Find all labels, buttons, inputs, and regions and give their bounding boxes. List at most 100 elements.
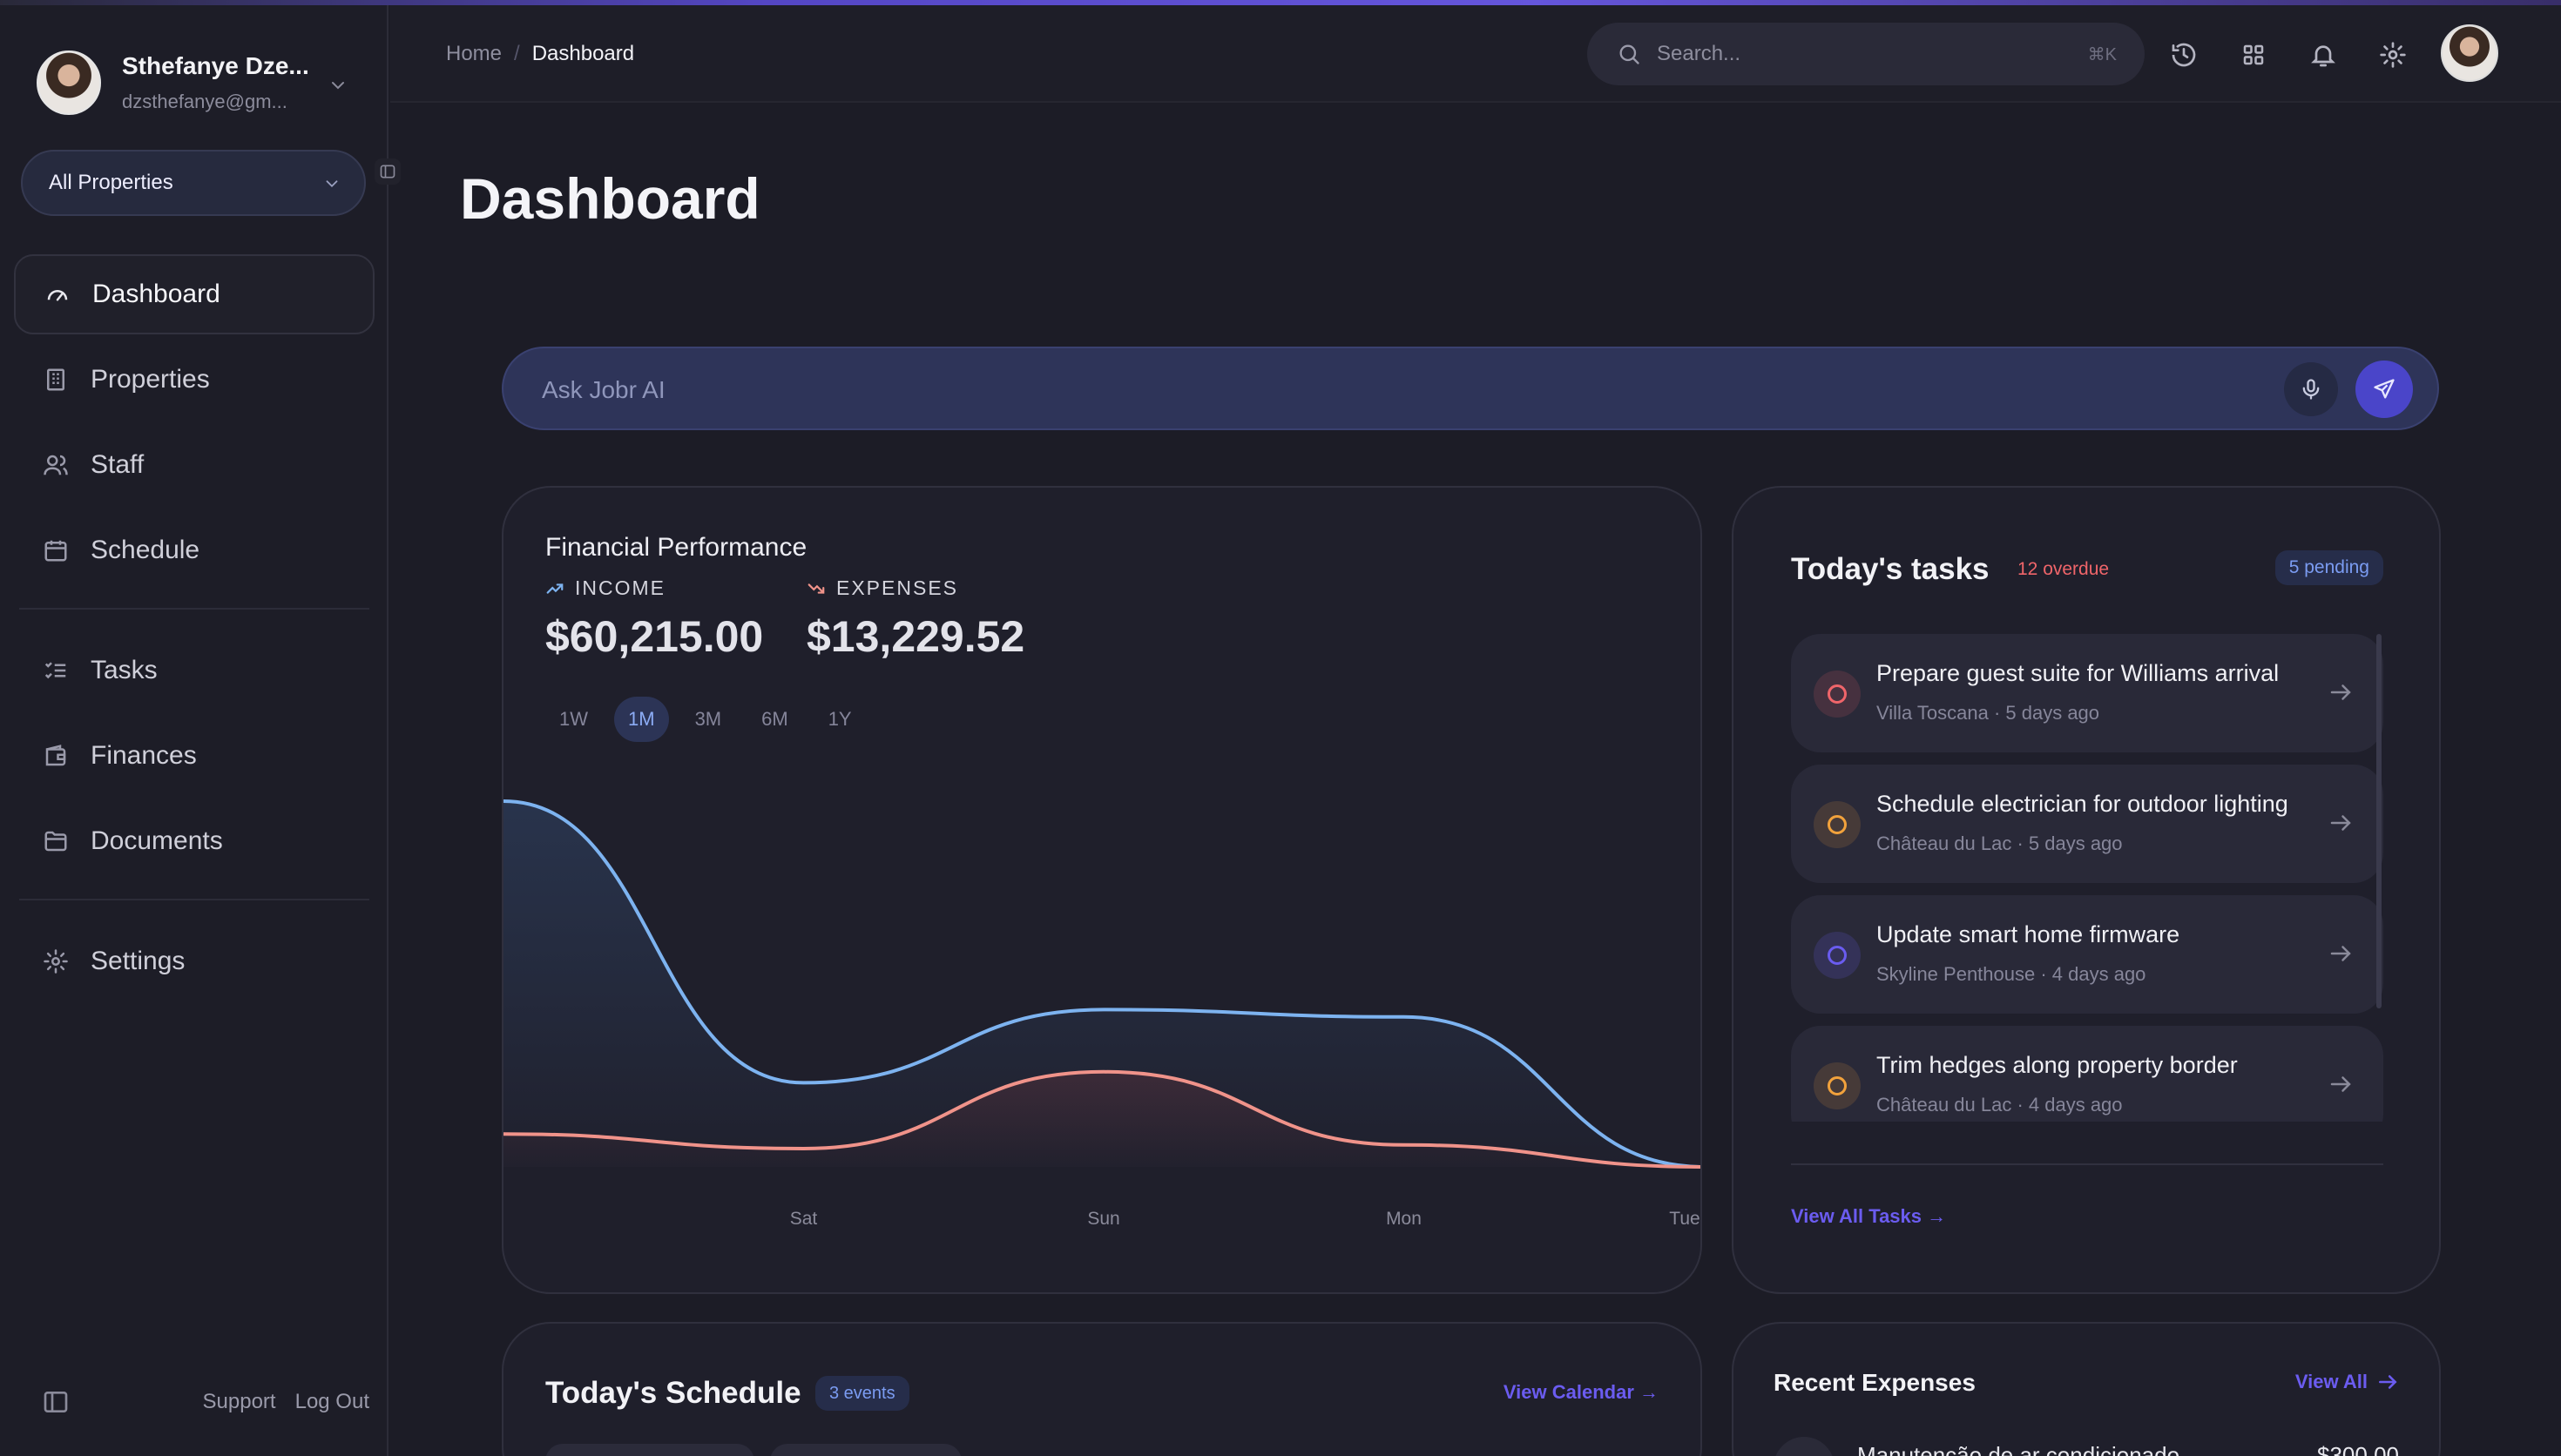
history-icon[interactable] (2167, 38, 2200, 71)
sidebar-item-settings[interactable]: Settings (14, 921, 375, 1001)
task-meta: Château du Lac · 5 days ago (1876, 832, 2123, 854)
nav-divider (19, 899, 369, 900)
series-line-income (503, 799, 1700, 1169)
sidebar-item-documents[interactable]: Documents (14, 801, 375, 881)
view-all-label: View All (2294, 1371, 2368, 1392)
panel-left-icon (380, 165, 395, 179)
series-area-expenses (503, 1071, 1700, 1167)
view-all-tasks-link[interactable]: View All Tasks → (1791, 1205, 1947, 1227)
sidebar-item-finances[interactable]: Finances (14, 716, 375, 796)
range-1w[interactable]: 1W (559, 708, 588, 730)
task-meta: Skyline Penthouse · 4 days ago (1876, 963, 2146, 985)
sidebar-footer: Support Log Out (42, 1388, 369, 1416)
task-item[interactable]: Trim hedges along property border Châtea… (1791, 1026, 2383, 1122)
card-title: Financial Performance (545, 533, 807, 562)
arrow-right-icon[interactable] (2328, 810, 2354, 836)
send-button[interactable] (2355, 361, 2413, 418)
expenses-value: $13,229.52 (807, 612, 1025, 661)
trending-down-icon (807, 583, 825, 594)
top-accent-line (0, 0, 2561, 5)
sidebar-item-dashboard[interactable]: Dashboard (14, 254, 375, 334)
range-3m[interactable]: 3M (694, 708, 722, 730)
range-1m[interactable]: 1M (614, 697, 669, 742)
task-item[interactable]: Update smart home firmware Skyline Penth… (1791, 895, 2383, 1014)
task-list-scrollbar[interactable] (2376, 634, 2382, 1008)
income-value: $60,215.00 (545, 612, 764, 661)
overdue-badge: 12 overdue (2017, 559, 2110, 579)
status-dot[interactable] (1814, 1062, 1861, 1109)
user-email: dzsthefanye@gm... (122, 91, 287, 112)
chevron-down-icon[interactable] (328, 75, 348, 96)
sidebar-item-label: Finances (91, 741, 197, 770)
status-dot[interactable] (1814, 801, 1861, 848)
support-link[interactable]: Support (202, 1390, 276, 1413)
property-select[interactable]: All Properties (21, 150, 366, 216)
folder-icon (42, 827, 70, 855)
financial-chart: Sat Sun Mon Tue (503, 799, 1700, 1229)
x-tick-label: Tue (1669, 1209, 1699, 1229)
series-area-income (503, 801, 1700, 1167)
avatar[interactable] (2441, 24, 2498, 82)
task-title: Update smart home firmware (1876, 921, 2180, 947)
sidebar-collapse-button[interactable] (375, 158, 401, 185)
status-dot[interactable] (1814, 932, 1861, 979)
grid-icon[interactable] (2237, 38, 2270, 71)
search-input[interactable]: Search... ⌘K (1587, 23, 2145, 85)
sidebar-item-label: Dashboard (92, 280, 220, 308)
panel-left-icon[interactable] (42, 1388, 70, 1416)
view-calendar-link[interactable]: View Calendar → (1503, 1381, 1659, 1403)
search-shortcut: ⌘K (2087, 45, 2117, 64)
chevron-down-icon (326, 180, 338, 188)
range-1y[interactable]: 1Y (828, 708, 852, 730)
task-title: Trim hedges along property border (1876, 1052, 2238, 1078)
sidebar-item-properties[interactable]: Properties (14, 340, 375, 420)
recent-expenses-card: Recent Expenses View All Manutenção de a… (1732, 1322, 2441, 1456)
arrow-right-icon[interactable] (2328, 1071, 2354, 1097)
financial-performance-card: Financial Performance INCOME $60,215.00 … (502, 486, 1702, 1294)
sidebar-item-label: Schedule (91, 536, 200, 564)
expense-amount: $300.00 (2317, 1442, 2399, 1456)
sidebar-item-staff[interactable]: Staff (14, 425, 375, 505)
arrow-right-icon (2379, 1375, 2397, 1389)
task-list: Prepare guest suite for Williams arrival… (1791, 634, 2383, 1122)
logout-link[interactable]: Log Out (294, 1390, 369, 1413)
ai-prompt-placeholder: Ask Jobr AI (542, 376, 666, 403)
sidebar-nav: Dashboard Properties Staff Schedule Task… (14, 254, 375, 1007)
trending-up-icon (546, 583, 564, 594)
bell-icon[interactable] (2307, 38, 2340, 71)
search-icon (1619, 44, 1639, 64)
view-all-expenses-link[interactable]: View All (2295, 1371, 2399, 1393)
x-tick-label: Mon (1386, 1209, 1422, 1229)
arrow-right-icon[interactable] (2328, 679, 2354, 705)
events-badge: 3 events (815, 1376, 909, 1411)
microphone-button[interactable] (2284, 362, 2338, 416)
income-label: INCOME (545, 576, 666, 600)
top-bar: Home / Dashboard Search... ⌘K (390, 5, 2561, 103)
task-title: Schedule electrician for outdoor lightin… (1876, 791, 2288, 817)
sidebar-item-label: Properties (91, 365, 210, 394)
task-meta: Villa Toscana · 5 days ago (1876, 702, 2100, 724)
divider (1791, 1163, 2383, 1165)
page-title: Dashboard (460, 166, 760, 231)
user-profile[interactable]: Sthefanye Dze... dzsthefanye@gm... (37, 51, 309, 115)
range-6m[interactable]: 6M (761, 708, 788, 730)
breadcrumb-separator: / (514, 42, 520, 65)
user-name: Sthefanye Dze... (122, 52, 309, 79)
wallet-icon (42, 742, 70, 770)
x-tick-label: Sun (1087, 1209, 1119, 1229)
gear-icon[interactable] (2376, 38, 2409, 71)
gear-icon (42, 947, 70, 975)
ai-prompt-input[interactable]: Ask Jobr AI (502, 347, 2439, 430)
status-dot[interactable] (1814, 671, 1861, 718)
sidebar-item-tasks[interactable]: Tasks (14, 630, 375, 711)
sidebar: Sthefanye Dze... dzsthefanye@gm... All P… (0, 5, 401, 1456)
task-item[interactable]: Schedule electrician for outdoor lightin… (1791, 765, 2383, 883)
breadcrumb-home[interactable]: Home (446, 42, 503, 65)
microphone-icon (2302, 379, 2320, 400)
arrow-right-icon[interactable] (2328, 940, 2354, 967)
expenses-label: EXPENSES (807, 576, 958, 600)
breadcrumb-current: Dashboard (531, 42, 635, 65)
search-placeholder: Search... (1657, 42, 1741, 65)
sidebar-item-schedule[interactable]: Schedule (14, 510, 375, 590)
task-item[interactable]: Prepare guest suite for Williams arrival… (1791, 634, 2383, 752)
